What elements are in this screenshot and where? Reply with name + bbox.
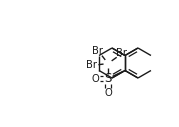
Text: Br: Br (86, 60, 98, 70)
Text: O: O (91, 74, 99, 83)
Text: Br: Br (93, 45, 103, 55)
Text: Br: Br (117, 49, 127, 59)
Text: S: S (104, 72, 112, 85)
Text: O: O (104, 88, 112, 98)
